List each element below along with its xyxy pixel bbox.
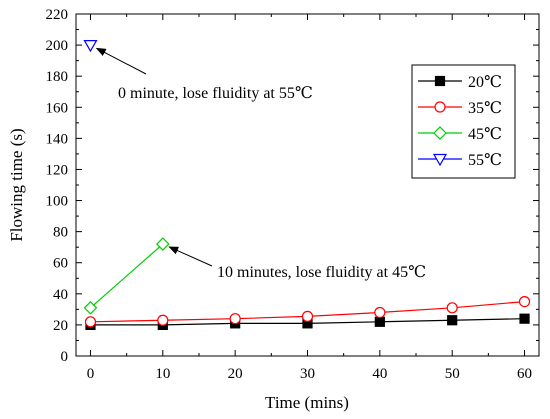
- x-axis-ticks: 0 10 20 30 40 50 60: [87, 14, 532, 382]
- y-tick-label: 0: [61, 349, 69, 365]
- series-line: [90, 243, 164, 309]
- legend-label: 20℃: [468, 74, 502, 91]
- x-tick-label: 40: [372, 366, 387, 382]
- legend-label: 45℃: [468, 126, 502, 143]
- y-tick-label: 140: [46, 131, 69, 147]
- y-axis-title: Flowing time (s): [7, 128, 26, 241]
- x-tick-label: 0: [87, 366, 95, 382]
- annotation-arrow: [168, 246, 213, 267]
- data-point: [83, 300, 98, 315]
- series-1: [84, 295, 531, 328]
- series-layer: [83, 39, 531, 331]
- data-point: [83, 39, 98, 53]
- legend-marker: [433, 126, 447, 140]
- y-tick-label: 40: [53, 287, 68, 303]
- data-point: [446, 302, 458, 314]
- x-tick-label: 60: [517, 366, 532, 382]
- x-axis-title: Time (mins): [265, 393, 349, 412]
- y-tick-label: 60: [53, 256, 68, 272]
- series-2: [83, 237, 170, 315]
- series-3: [83, 39, 98, 53]
- x-tick-label: 30: [300, 366, 315, 382]
- legend-label: 35℃: [468, 100, 502, 117]
- data-point: [447, 315, 458, 326]
- y-tick-label: 80: [53, 225, 68, 241]
- y-tick-label: 180: [46, 69, 69, 85]
- data-point: [84, 316, 97, 328]
- data-point: [157, 314, 169, 326]
- annotation-text: 10 minutes, lose fluidity at 45℃: [217, 264, 426, 281]
- y-tick-label: 220: [46, 7, 69, 23]
- x-tick-label: 20: [228, 366, 243, 382]
- annotations-layer: 0 minute, lose fluidity at 55℃ 10 minutes…: [95, 47, 426, 281]
- data-point: [229, 313, 241, 325]
- y-tick-label: 200: [46, 38, 69, 54]
- data-point: [374, 316, 385, 327]
- y-tick-label: 20: [53, 318, 68, 334]
- legend-marker: [434, 101, 446, 113]
- legend: 20℃ 35℃ 45℃ 55℃: [411, 64, 516, 179]
- data-point: [519, 313, 530, 324]
- y-tick-label: 100: [46, 194, 69, 210]
- legend-marker: [432, 153, 448, 167]
- x-tick-label: 50: [445, 366, 460, 382]
- data-point: [374, 306, 386, 319]
- annotation-text: 0 minute, lose fluidity at 55℃: [118, 85, 313, 102]
- legend-marker: [434, 75, 446, 87]
- legend-label: 55℃: [468, 152, 502, 169]
- annotation-arrow: [95, 47, 147, 75]
- y-axis-ticks: 0 20 40 60 80 100 120 140 160 180 200 220: [46, 7, 539, 365]
- data-point: [518, 295, 531, 308]
- data-point: [301, 310, 314, 322]
- x-tick-label: 10: [155, 366, 170, 382]
- data-point: [155, 237, 170, 251]
- y-tick-label: 120: [46, 162, 69, 178]
- y-tick-label: 160: [46, 100, 69, 116]
